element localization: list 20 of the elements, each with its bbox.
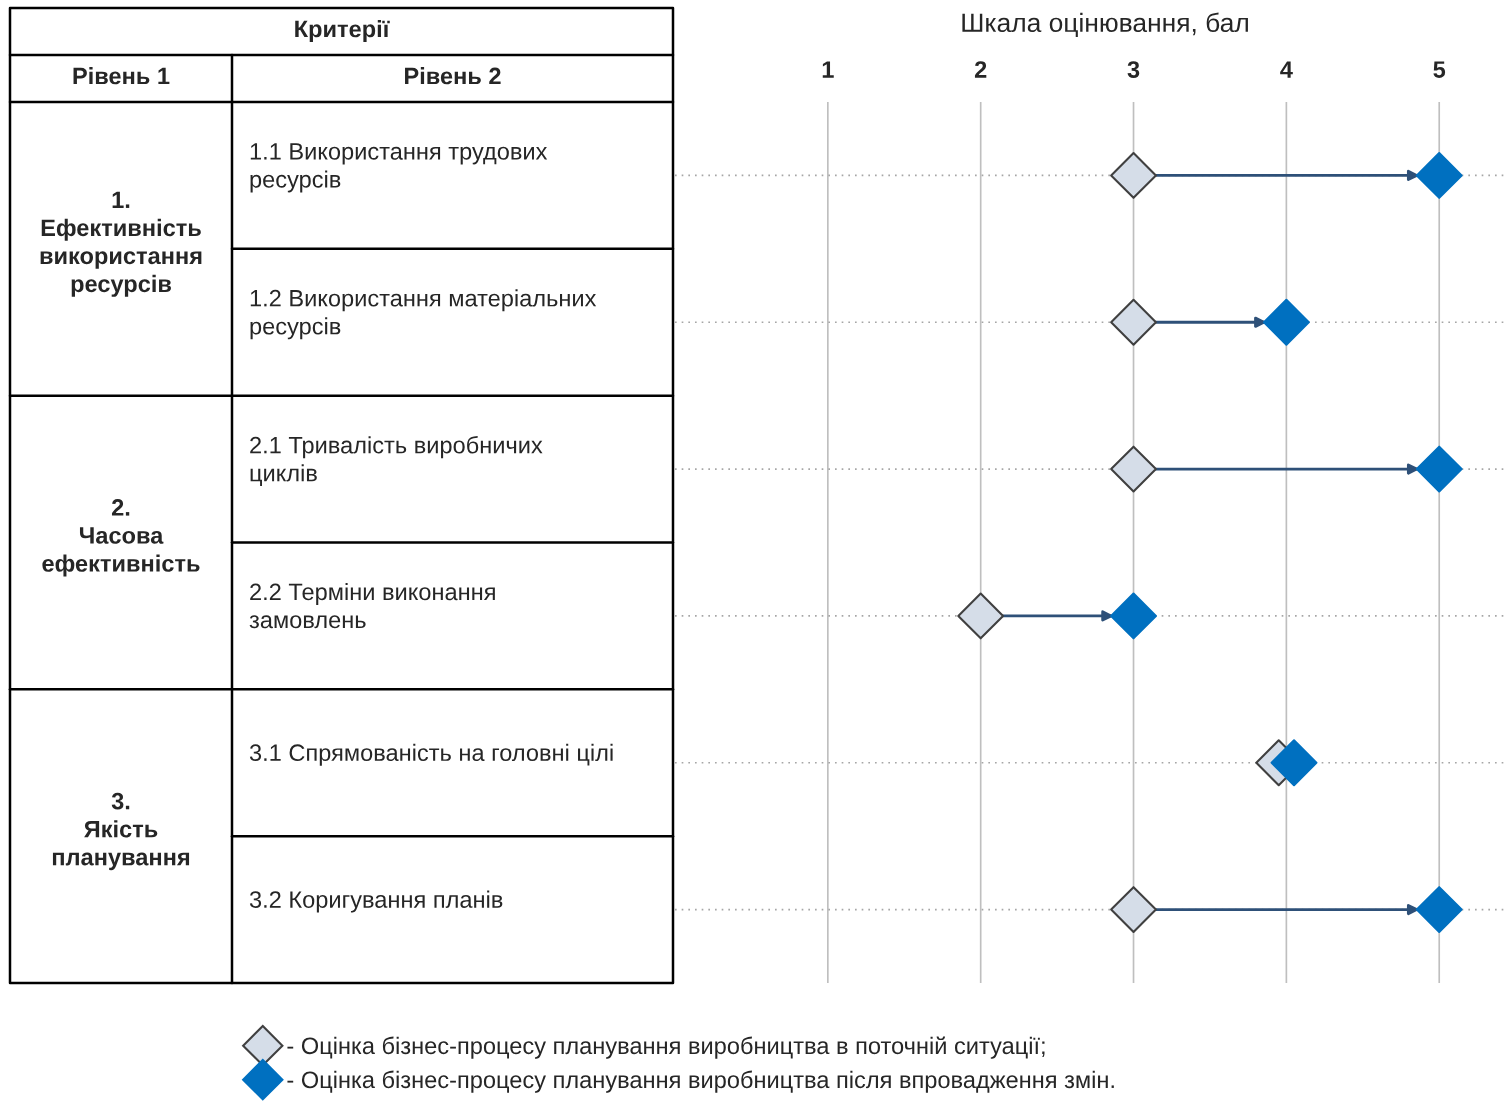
y-tick-label: 1.2 Використання матеріальних ресурсів <box>250 289 597 340</box>
x-tick-label: 3 <box>1127 61 1140 78</box>
x-tick-label: 1 <box>822 61 834 78</box>
legend-label: - Оцінка бізнес-процесу планування виробництва в поточній ситуації; <box>287 1036 1045 1059</box>
text: 1. Ефективність використання ресурсів <box>40 191 202 297</box>
y-tick-label: 2.1 Тривалість виробничих циклів <box>250 435 543 486</box>
legend-label: - Оцінка бізнес-процесу планування виробництва після впровадження змін. <box>287 1070 1114 1093</box>
x-tick-label: 5 <box>1433 61 1446 78</box>
text: 3. Якість планування <box>52 792 190 871</box>
text: Критерії <box>295 20 390 43</box>
x-tick-label: 4 <box>1280 61 1293 78</box>
text: 2. Часова ефективність <box>42 499 200 577</box>
x-tick-label: 2 <box>974 61 987 78</box>
y-tick-label: 3.1 Спрямованість на головні цілі <box>249 743 613 766</box>
x-axis-title: Шкала оцінювання, бал <box>962 12 1248 38</box>
text: Рівень 1 <box>73 67 170 85</box>
y-tick-label: 3.2 Коригування планів <box>249 890 503 913</box>
y-tick-label: 1.1 Використання трудових ресурсів <box>250 143 548 193</box>
text: Рівень 2 <box>405 67 501 85</box>
y-tick-label: 2.2 Терміни виконання замовлень <box>249 582 495 629</box>
